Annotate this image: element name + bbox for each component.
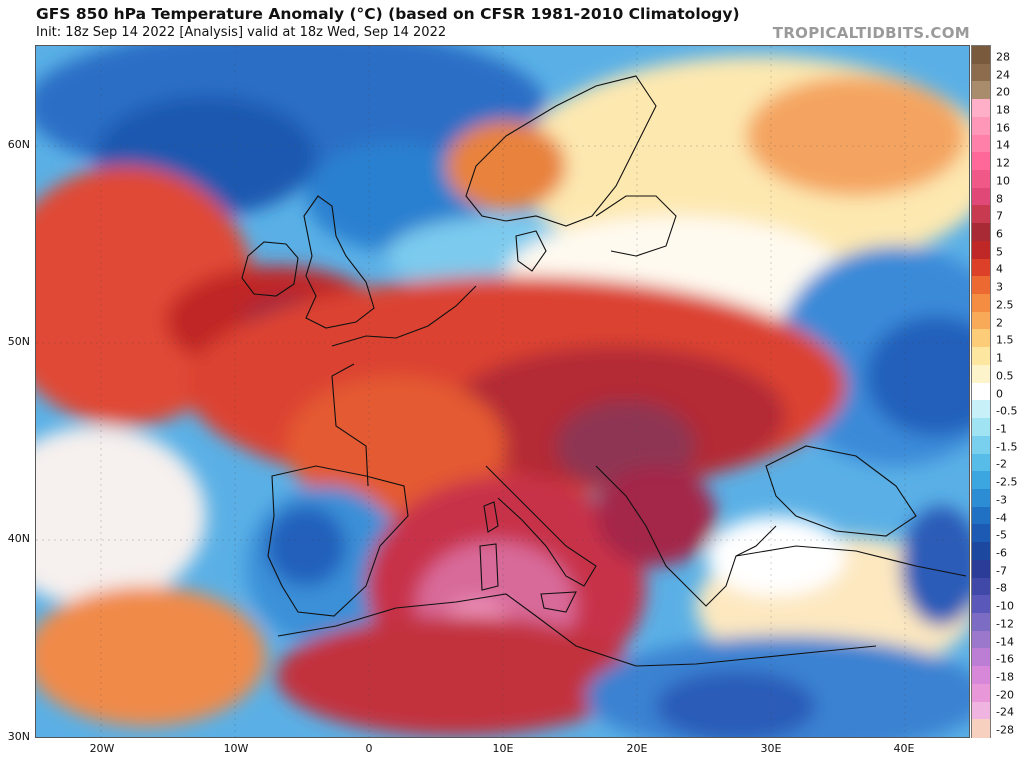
colorbar-label: -5 [996,528,1007,542]
colorbar-swatch [972,683,990,703]
colorbar-swatch [972,223,990,242]
colorbar-swatch [972,418,990,437]
colorbar-swatch [972,347,990,366]
colorbar-label: -18 [996,670,1014,684]
colorbar-swatch [972,276,990,295]
colorbar-label: 18 [996,103,1010,117]
colorbar-label: -10 [996,599,1014,613]
colorbar-swatch [972,612,990,632]
brand-watermark: TROPICALTIDBITS.COM [772,24,970,42]
colorbar-label: -2 [996,457,1007,471]
colorbar-label: 2.5 [996,298,1014,312]
colorbar-swatch [972,63,990,83]
colorbar-swatch [972,187,990,207]
colorbar-swatch [972,506,990,525]
colorbar-label: -16 [996,652,1014,666]
colorbar-label: 2 [996,316,1003,330]
colorbar-label: -1.5 [996,440,1018,454]
colorbar-label: 1.5 [996,333,1014,347]
colorbar-label: -2.5 [996,475,1018,489]
colorbar-swatch [972,311,990,331]
colorbar-swatch [972,666,990,685]
lat-label-30n: 30N [7,730,30,743]
colorbar [971,45,991,738]
colorbar-swatch [972,364,990,384]
colorbar-swatch [972,81,990,100]
colorbar-label: -14 [996,635,1014,649]
colorbar-label: 20 [996,85,1010,99]
colorbar-label: 12 [996,156,1010,170]
lon-label-20w: 20W [89,742,115,755]
colorbar-label: 0.5 [996,369,1014,383]
lat-label-50n: 50N [7,335,30,348]
colorbar-swatch [972,648,990,667]
colorbar-swatch [972,453,990,472]
colorbar-swatch [972,400,990,419]
colorbar-label: -28 [996,723,1014,737]
lon-label-40e: 40E [893,742,915,755]
colorbar-label: 24 [996,68,1010,82]
anomaly-field [36,46,969,737]
colorbar-swatch [972,382,990,401]
colorbar-label: 6 [996,227,1003,241]
colorbar-label: 8 [996,192,1003,206]
colorbar-swatch [972,170,990,189]
colorbar-swatch [972,435,990,455]
colorbar-swatch [972,595,990,614]
colorbar-label: -24 [996,705,1014,719]
colorbar-label: 0 [996,387,1003,400]
lon-label-30e: 30E [760,742,782,755]
colorbar-label: 7 [996,209,1003,223]
colorbar-swatch [972,630,990,649]
colorbar-label: -8 [996,581,1007,595]
colorbar-label: -0.5 [996,404,1018,418]
colorbar-label: 10 [996,174,1010,188]
lat-label-60n: 60N [7,138,30,151]
colorbar-swatch [972,240,990,260]
colorbar-swatch [972,294,990,313]
map-subtitle: Init: 18z Sep 14 2022 [Analysis] valid a… [36,25,447,40]
colorbar-label: -4 [996,511,1007,525]
colorbar-label: -7 [996,564,1007,578]
lon-label-10w: 10W [223,742,249,755]
colorbar-swatch [972,577,990,596]
colorbar-swatch [972,258,990,277]
colorbar-label: 3 [996,280,1003,294]
lat-label-40n: 40N [7,532,30,545]
colorbar-swatch [972,46,990,65]
colorbar-label: 5 [996,245,1003,259]
lon-label-10e: 10E [492,742,514,755]
colorbar-swatch [972,134,990,153]
colorbar-swatch [972,559,990,579]
colorbar-label: 1 [996,351,1003,365]
lon-label-0: 0 [365,742,373,755]
colorbar-label: 14 [996,138,1010,152]
colorbar-swatch [972,701,990,720]
colorbar-label: -1 [996,422,1007,436]
colorbar-swatch [972,471,990,490]
colorbar-swatch [972,205,990,224]
colorbar-swatch [972,152,990,171]
graticule [36,46,969,737]
colorbar-swatch [972,719,990,738]
map-title: GFS 850 hPa Temperature Anomaly (°C) (ba… [36,5,740,23]
colorbar-swatch [972,488,990,508]
map-canvas [36,46,969,737]
lon-label-20e: 20E [626,742,648,755]
colorbar-label: 28 [996,50,1010,64]
colorbar-swatch [972,524,990,543]
colorbar-label: -20 [996,688,1014,702]
colorbar-label: 16 [996,121,1010,135]
colorbar-label: -6 [996,546,1007,560]
colorbar-swatch [972,329,990,348]
colorbar-label: 4 [996,262,1003,276]
colorbar-swatch [972,99,990,118]
colorbar-label: -12 [996,617,1014,631]
colorbar-swatch [972,116,990,136]
colorbar-label: -3 [996,493,1007,507]
colorbar-swatch [972,542,990,561]
coastlines [241,75,967,667]
anomaly-map [35,45,970,738]
